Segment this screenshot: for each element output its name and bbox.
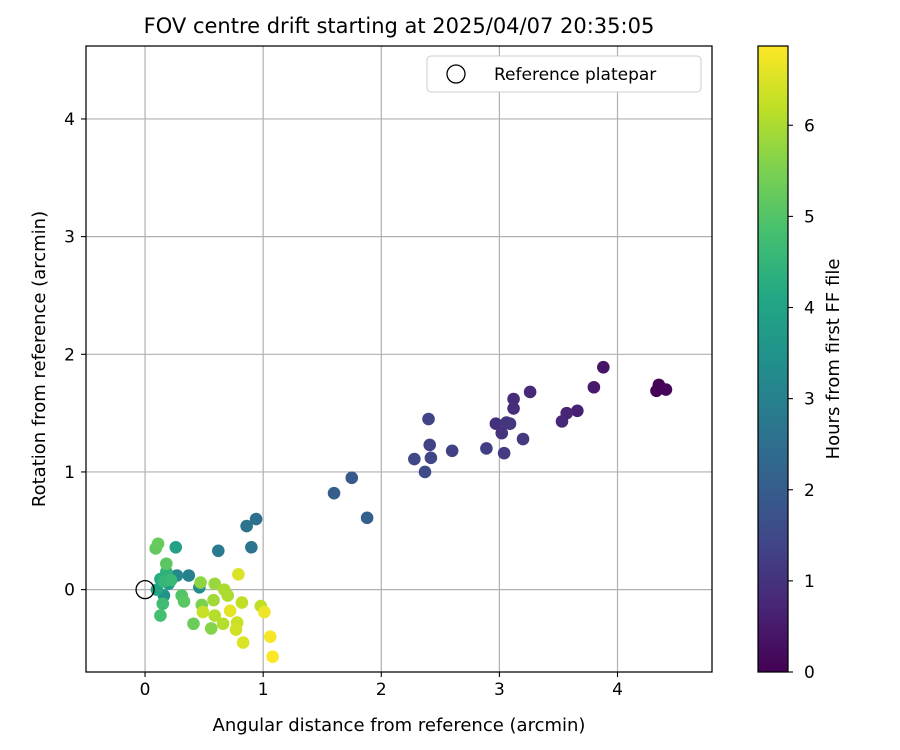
data-point (408, 452, 421, 466)
data-point (422, 412, 435, 426)
colorbar-tick-label: 0 (804, 663, 815, 683)
colorbar-ticks: 0 1 2 3 4 5 6 (788, 116, 815, 683)
x-tick-label: 2 (376, 680, 387, 700)
y-tick-label: 1 (64, 463, 75, 483)
colorbar-tick-label: 5 (804, 207, 815, 227)
data-point (196, 605, 210, 619)
data-point (187, 617, 200, 631)
data-point (217, 583, 231, 596)
colorbar-label: Hours from first FF file (823, 259, 844, 460)
data-point (423, 438, 437, 452)
data-point (204, 622, 218, 635)
data-point (194, 576, 207, 589)
data-point (497, 446, 511, 460)
data-point (418, 465, 432, 479)
x-axis-ticks: 0 1 2 3 4 (140, 672, 623, 700)
data-point (507, 402, 520, 415)
reference-platepar-marker (135, 579, 155, 600)
data-point (263, 630, 277, 643)
data-point (597, 360, 610, 374)
data-point (266, 650, 279, 664)
data-point (216, 617, 230, 631)
x-tick-label: 1 (258, 680, 269, 700)
colorbar-tick-label: 2 (804, 481, 815, 501)
colorbar-tick-label: 1 (804, 572, 815, 592)
data-point (258, 605, 271, 619)
data-point (345, 471, 359, 485)
legend-marker-icon (446, 64, 466, 84)
data-point (235, 596, 249, 609)
colorbar-gradient (758, 46, 788, 672)
data-point (245, 540, 258, 554)
x-axis-label: Angular distance from reference (arcmin) (213, 715, 586, 736)
y-axis-label: Rotation from reference (arcmin) (29, 211, 50, 507)
data-point (169, 540, 183, 554)
data-point (208, 577, 222, 591)
y-axis-ticks: 0 1 2 3 4 (64, 110, 86, 601)
grid-lines (86, 46, 712, 672)
data-point (523, 385, 537, 399)
data-point (659, 383, 673, 396)
data-point (555, 415, 569, 428)
y-tick-label: 0 (64, 581, 75, 601)
x-tick-label: 3 (494, 680, 505, 700)
colorbar-tick-label: 4 (804, 299, 815, 319)
data-point (360, 511, 374, 525)
data-point (489, 417, 503, 431)
data-point (480, 442, 493, 455)
data-point (424, 451, 438, 465)
data-point (236, 636, 250, 649)
data-point (151, 537, 165, 551)
data-points (149, 360, 673, 664)
y-tick-label: 4 (64, 110, 75, 130)
data-point (177, 595, 191, 608)
data-point (516, 432, 530, 446)
data-point (232, 568, 245, 581)
legend-label: Reference platepar (494, 65, 656, 85)
data-point (207, 593, 220, 607)
data-point (495, 426, 509, 440)
data-point (445, 444, 459, 458)
data-point (327, 486, 341, 500)
colorbar-frame (757, 45, 789, 673)
data-point (229, 623, 243, 636)
x-tick-label: 0 (140, 680, 151, 700)
data-point (208, 609, 222, 622)
legend: Reference platepar (426, 55, 702, 93)
colorbar-tick-label: 3 (804, 390, 815, 410)
data-point (156, 597, 170, 611)
plot-frame (85, 45, 713, 673)
data-point (503, 417, 517, 431)
data-point (154, 609, 167, 622)
data-point (223, 604, 237, 618)
y-tick-label: 2 (64, 345, 75, 365)
chart-title: FOV centre drift starting at 2025/04/07 … (144, 14, 655, 38)
colorbar-tick-label: 6 (804, 116, 815, 136)
data-point (182, 569, 196, 582)
y-tick-label: 3 (64, 228, 75, 248)
data-point (240, 519, 253, 533)
data-point (249, 512, 263, 526)
data-point (211, 544, 225, 558)
data-point (507, 392, 520, 406)
data-point (160, 557, 173, 571)
data-point (571, 404, 584, 418)
x-tick-label: 4 (612, 680, 623, 700)
data-point (164, 573, 178, 587)
colorbar: 0 1 2 3 4 5 6 Hours from first FF file (757, 45, 844, 683)
legend-box (426, 55, 702, 93)
data-point (587, 380, 601, 394)
